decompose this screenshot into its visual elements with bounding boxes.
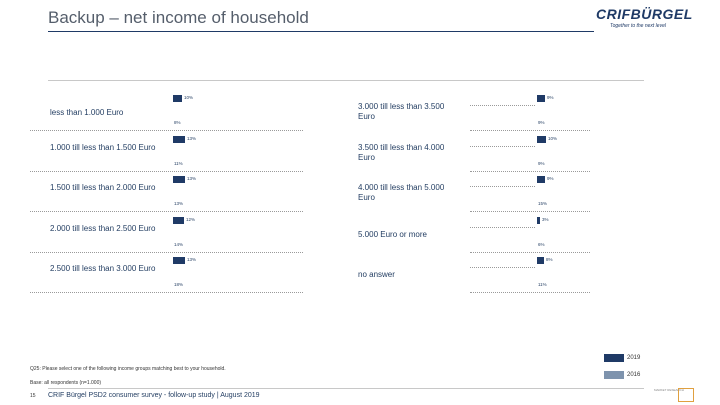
- bar-2016: [173, 111, 180, 118]
- footer-text: CRIF Bürgel PSD2 consumer survey - follo…: [48, 392, 260, 399]
- row-divider-left: [470, 146, 535, 147]
- value-label-2019: 10%: [184, 95, 194, 100]
- legend-label-2016: 2016: [627, 372, 641, 378]
- partner-logos: MARKET RESEARCH: [654, 388, 694, 402]
- bar-2019: [537, 95, 545, 102]
- row-divider: [30, 130, 303, 131]
- bar-2016: [537, 273, 547, 280]
- bar-2019: [537, 136, 546, 143]
- bar-2016: [537, 192, 551, 199]
- category-label: 2.500 till less than 3.000 Euro: [50, 264, 156, 273]
- row-divider: [30, 292, 303, 293]
- row-divider: [470, 211, 590, 212]
- value-label-2019: 8%: [546, 257, 553, 262]
- bar-2016: [537, 233, 542, 240]
- value-label-2019: 3%: [542, 217, 549, 222]
- category-label: 2.000 till less than 2.500 Euro: [50, 224, 156, 233]
- bar-2016: [173, 233, 186, 240]
- partner-logo-mark: [678, 388, 694, 402]
- value-label-2019: 12%: [186, 217, 196, 222]
- legend-label-2019: 2019: [627, 355, 641, 361]
- value-label-2016: 9%: [538, 120, 545, 125]
- bar-2019: [173, 136, 185, 143]
- value-label-2016: 6%: [538, 242, 545, 247]
- value-label-2019: 13%: [187, 136, 197, 141]
- row-divider-left: [470, 105, 535, 106]
- value-label-2019: 9%: [547, 176, 554, 181]
- row-divider: [470, 252, 590, 253]
- footer-rule: [48, 388, 644, 389]
- category-label: no answer: [358, 270, 395, 279]
- row-divider: [30, 211, 303, 212]
- bar-2019: [537, 176, 545, 183]
- brand-name: CRIFBÜRGEL: [596, 6, 693, 22]
- value-label-2019: 9%: [547, 95, 554, 100]
- legend-swatch-2019: [604, 354, 624, 362]
- bar-2019: [173, 257, 185, 264]
- title-underline: [48, 31, 594, 32]
- bar-2016: [173, 152, 183, 159]
- value-label-2019: 13%: [187, 257, 197, 262]
- category-label: 1.000 till less than 1.500 Euro: [50, 143, 156, 152]
- value-label-2016: 13%: [174, 201, 184, 206]
- value-label-2016: 18%: [174, 282, 184, 287]
- partner-logo-text: MARKET RESEARCH: [654, 388, 684, 392]
- legend-swatch-2016: [604, 371, 624, 379]
- value-label-2016: 11%: [538, 282, 547, 287]
- row-divider: [30, 252, 303, 253]
- category-label: less than 1.000 Euro: [50, 108, 124, 117]
- value-label-2016: 8%: [174, 120, 181, 125]
- bar-2019: [537, 257, 544, 264]
- bar-2016: [537, 152, 545, 159]
- category-label: 3.000 till less than 3.500 Euro: [358, 102, 445, 121]
- base-footnote: Base: all respondents (n=1.000): [30, 380, 102, 386]
- value-label-2016: 15%: [538, 201, 548, 206]
- bar-2016: [173, 192, 185, 199]
- row-divider-left: [470, 227, 535, 228]
- category-label: 5.000 Euro or more: [358, 230, 427, 239]
- page-number: 15: [30, 393, 36, 399]
- bar-2019: [173, 95, 182, 102]
- row-divider-left: [470, 186, 535, 187]
- category-label: 4.000 till less than 5.000 Euro: [358, 183, 445, 202]
- row-divider: [30, 171, 303, 172]
- page-title: Backup – net income of household: [48, 8, 309, 27]
- bar-2019: [537, 217, 540, 224]
- value-label-2016: 14%: [174, 242, 184, 247]
- row-divider: [470, 130, 590, 131]
- category-label: 1.500 till less than 2.000 Euro: [50, 183, 156, 192]
- value-label-2019: 13%: [187, 176, 197, 181]
- bar-2016: [537, 111, 545, 118]
- chart-top-rule: [48, 80, 644, 81]
- row-divider-left: [470, 267, 535, 268]
- bar-2016: [173, 273, 189, 280]
- brand-tagline: Together to the next level: [610, 23, 666, 29]
- category-label: 3.500 till less than 4.000 Euro: [358, 143, 445, 162]
- bar-2019: [173, 217, 184, 224]
- question-footnote: Q25: Please select one of the following …: [30, 366, 226, 372]
- brand-logo: CRIFBÜRGEL Together to the next level: [596, 6, 692, 34]
- row-divider: [470, 171, 590, 172]
- value-label-2016: 11%: [174, 161, 183, 166]
- bar-2019: [173, 176, 185, 183]
- value-label-2019: 10%: [548, 136, 558, 141]
- row-divider: [470, 292, 590, 293]
- value-label-2016: 9%: [538, 161, 545, 166]
